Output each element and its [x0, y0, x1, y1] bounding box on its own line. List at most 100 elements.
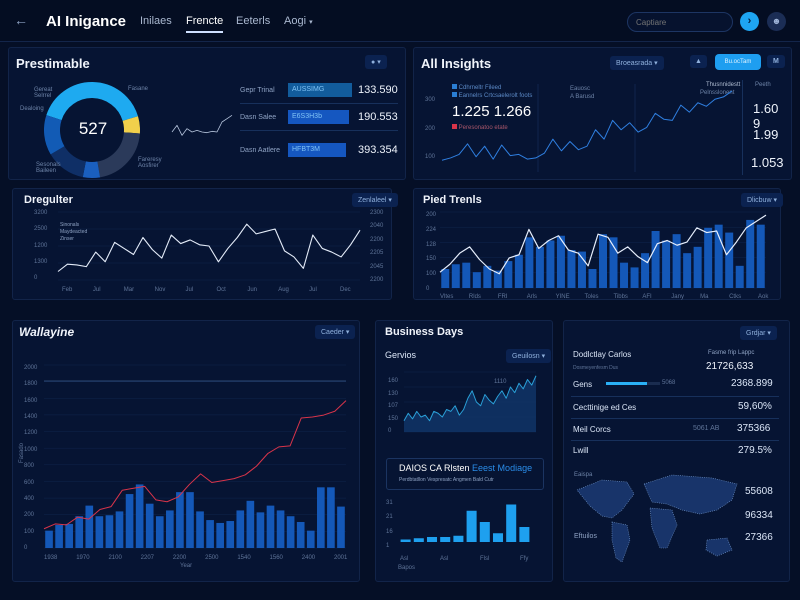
pied-bar — [693, 246, 702, 288]
lock-icon: ▲ — [695, 58, 702, 65]
wallayine-bar — [95, 516, 104, 548]
business-bar — [519, 527, 530, 542]
x-tick: Ma — [700, 294, 709, 300]
y-tick: 21 — [386, 514, 393, 521]
nav-item-0[interactable]: Inilaes — [140, 15, 172, 27]
wallayine-bar — [317, 487, 325, 548]
y-tick: 2300 — [370, 210, 384, 216]
donut-slice — [50, 145, 87, 178]
pied-bar-line-chart — [439, 211, 767, 289]
chevron-down-icon: ▾ — [309, 19, 313, 26]
wallayine-dropdown[interactable]: Caeder ▾ — [315, 325, 356, 339]
donut-label: Dealoing — [20, 106, 44, 112]
regions-dropdown[interactable]: Grdjar ▾ — [740, 326, 777, 340]
wallayine-trend-line — [43, 400, 347, 530]
x-tick: Asl — [400, 556, 409, 562]
business-bar — [479, 522, 490, 542]
chart-annotation: Thusnnidestt — [706, 82, 741, 88]
wallayine-bar — [256, 512, 265, 548]
business-dropdown[interactable]: Geuilosn ▾ — [506, 349, 552, 363]
pied-bar — [704, 227, 713, 288]
y-tick: 1300 — [34, 258, 48, 265]
y-tick: 1400 — [24, 414, 38, 421]
x-tick: 2100 — [108, 555, 122, 561]
insights-dropdown[interactable]: Broeasrada ▾ — [610, 56, 664, 70]
lock-button[interactable]: ▲ — [690, 55, 707, 68]
pied-bar — [620, 262, 629, 288]
insights-line-chart — [441, 84, 733, 172]
business-bar — [453, 535, 464, 542]
map-europe-asia — [643, 474, 738, 515]
y-tick: 130 — [388, 390, 399, 397]
nav-item-2[interactable]: Eeterls — [236, 15, 271, 27]
x-tick: Aug — [278, 287, 289, 293]
business-bar — [413, 538, 424, 542]
dregulter-series — [57, 223, 361, 272]
insights-series — [441, 90, 733, 161]
x-tick: Arls — [526, 294, 538, 300]
business-bar — [400, 539, 411, 542]
y-tick: 400 — [24, 495, 35, 502]
wallayine-bar — [186, 492, 194, 548]
chevron-down-icon: ▾ — [377, 59, 381, 66]
x-tick: AFI — [642, 294, 652, 300]
map-north-america — [576, 479, 635, 519]
x-tick: Tibbs — [613, 294, 628, 300]
nav-item-1[interactable]: Frencte — [186, 15, 224, 33]
region-value: 279.5% — [738, 445, 772, 456]
row-label: Dasn Salee — [240, 114, 277, 121]
wallayine-bar — [266, 505, 275, 548]
wallayine-bar-line-chart — [43, 364, 347, 549]
pied-bar — [441, 269, 450, 288]
map-value: 55608 — [745, 486, 773, 497]
y-tick: 300 — [425, 97, 436, 103]
insights-side-values: Peeth 1.60 9 1.99 1.053 — [742, 80, 787, 175]
divider — [240, 103, 398, 104]
pied-dropdown[interactable]: Dlicbuw ▾ — [741, 193, 783, 207]
donut-label: Sesonals Baileen — [36, 162, 61, 174]
insights-primary-button[interactable]: Bu.ocTam — [715, 54, 761, 70]
region-value: 21726,633 — [706, 361, 754, 372]
region-value: 2368.899 — [731, 378, 773, 389]
insights-icon-button[interactable]: M — [767, 55, 785, 68]
callout-link[interactable]: Eeest Modiage — [472, 463, 533, 473]
chart-annotation: Pelnsslonent — [700, 90, 735, 96]
legend-item: Cdhrneltr Fileed — [452, 84, 501, 91]
pied-bar — [672, 234, 681, 288]
row-value: 133.590 — [358, 84, 398, 96]
wallayine-bar — [166, 510, 174, 548]
x-tick: Oct — [216, 287, 226, 293]
y-tick: 200 — [24, 512, 35, 519]
donut-slice — [96, 131, 140, 178]
y-tick: 1 — [386, 543, 390, 549]
business-bar-chart — [400, 504, 530, 542]
legend-swatch — [452, 84, 457, 89]
nav-item-3[interactable]: Aogi ▾ — [284, 15, 313, 27]
pied-bar — [714, 224, 723, 288]
x-tick: Asl — [440, 556, 449, 562]
pied-bar — [641, 253, 650, 288]
pied-bar — [483, 265, 492, 288]
wallayine-bar — [246, 500, 255, 548]
y-tick: 1000 — [24, 446, 38, 453]
panel-title: Prestimable — [16, 56, 90, 71]
panel-title: Business Days — [385, 326, 464, 338]
side-value: 1.60 9 — [753, 101, 779, 131]
map-south-america — [611, 521, 631, 563]
prestimable-options-button[interactable]: ● ▾ — [365, 55, 387, 69]
wallayine-bar — [85, 505, 94, 548]
y-tick: 100 — [426, 271, 437, 278]
go-button[interactable]: › — [740, 12, 759, 31]
user-avatar[interactable]: ☻ — [767, 12, 786, 31]
region-label: Cecttinige ed Ces — [573, 403, 637, 412]
regions-header-right: Fasme frip Lappc — [708, 350, 755, 356]
panel-title: Wallayine — [19, 325, 75, 339]
search-input[interactable] — [627, 12, 733, 32]
business-bar — [506, 504, 517, 542]
dregulter-dropdown[interactable]: Zenlaleel ▾ — [352, 193, 398, 207]
y-tick: 2200 — [370, 277, 384, 283]
insights-headline-value: 1.225 1.266 — [452, 103, 532, 120]
back-arrow-icon[interactable]: ← — [14, 12, 28, 28]
y-tick: 107 — [388, 403, 399, 409]
world-map — [576, 474, 738, 563]
